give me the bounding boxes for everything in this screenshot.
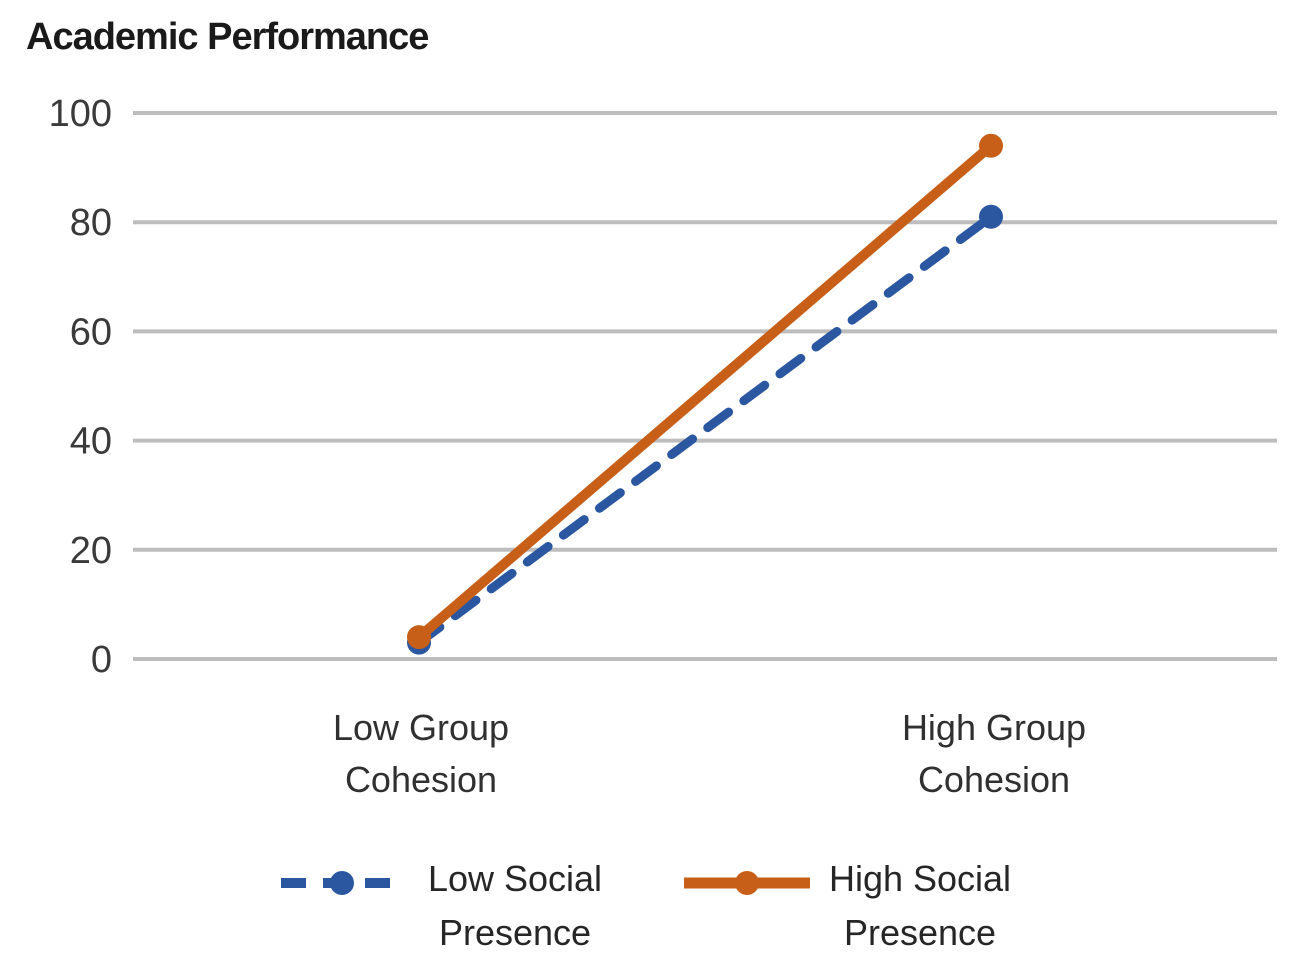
legend: Low Social Presence High Social Presence <box>0 852 1303 960</box>
x-axis-category-low-group-cohesion: Low Group Cohesion <box>332 707 510 801</box>
legend-label-high-social-presence: High Social Presence <box>828 858 1012 953</box>
series-line-low-social-presence <box>414 212 996 648</box>
y-tick-label: 100 <box>49 93 112 135</box>
y-tick-label: 20 <box>70 530 112 572</box>
legend-item-high-social-presence: High Social Presence <box>681 852 1028 960</box>
series-line-high-social-presence <box>414 140 996 643</box>
y-tick-label: 0 <box>91 639 112 681</box>
data-point-marker <box>979 204 1003 229</box>
legend-label-low-social-presence: Low Social Presence <box>427 858 603 953</box>
x-axis-category-high-group-cohesion: High Group Cohesion <box>901 707 1087 801</box>
legend-key-dashed-line-icon <box>280 871 403 895</box>
y-tick-label: 40 <box>70 421 112 463</box>
data-point-marker <box>979 133 1003 158</box>
legend-key-solid-line-icon <box>683 871 810 895</box>
chart-title: Academic Performance <box>26 16 429 58</box>
legend-item-low-social-presence: Low Social Presence <box>276 852 623 960</box>
y-tick-label: 60 <box>70 311 112 353</box>
plot-area: 0 20 40 60 80 100 <box>49 93 1277 681</box>
y-tick-label: 80 <box>70 202 112 244</box>
data-point-marker <box>407 625 431 650</box>
